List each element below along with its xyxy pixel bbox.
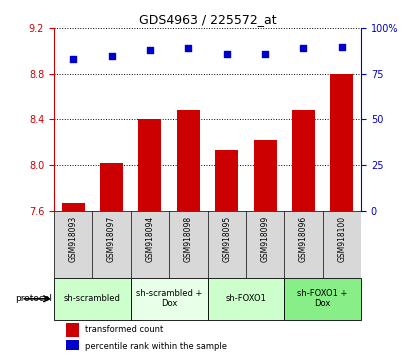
Bar [66, 340, 78, 354]
Bar [215, 150, 238, 211]
Text: GSM918100: GSM918100 [337, 216, 347, 262]
Point [185, 46, 192, 51]
Text: GSM918096: GSM918096 [299, 216, 308, 262]
Bar [292, 110, 315, 211]
Bar [139, 120, 161, 211]
Bar [330, 74, 354, 211]
Text: sh-FOXO1: sh-FOXO1 [225, 294, 266, 303]
Text: GSM918095: GSM918095 [222, 216, 231, 262]
Text: sh-FOXO1 +
Dox: sh-FOXO1 + Dox [298, 289, 348, 308]
Point [223, 51, 230, 57]
Text: sh-scrambled: sh-scrambled [64, 294, 121, 303]
Text: GSM918099: GSM918099 [261, 216, 270, 262]
Title: GDS4963 / 225572_at: GDS4963 / 225572_at [139, 13, 276, 26]
Bar [254, 140, 276, 211]
Bar [100, 163, 123, 211]
Text: GSM918097: GSM918097 [107, 216, 116, 262]
Bar [54, 278, 131, 320]
Text: GSM918098: GSM918098 [184, 216, 193, 262]
Text: percentile rank within the sample: percentile rank within the sample [85, 342, 227, 351]
Point [146, 47, 153, 53]
Point [70, 57, 76, 62]
Text: GSM918093: GSM918093 [68, 216, 78, 262]
Text: transformed count: transformed count [85, 325, 163, 334]
Bar [62, 203, 85, 211]
Point [262, 51, 269, 57]
Bar [284, 278, 361, 320]
Text: protocol: protocol [15, 294, 52, 303]
Bar [177, 110, 200, 211]
Point [108, 53, 115, 58]
Bar [208, 278, 284, 320]
Bar [131, 278, 208, 320]
Point [339, 44, 345, 50]
Point [300, 46, 307, 51]
Text: GSM918094: GSM918094 [145, 216, 154, 262]
Text: sh-scrambled +
Dox: sh-scrambled + Dox [136, 289, 202, 308]
Bar [66, 323, 78, 337]
